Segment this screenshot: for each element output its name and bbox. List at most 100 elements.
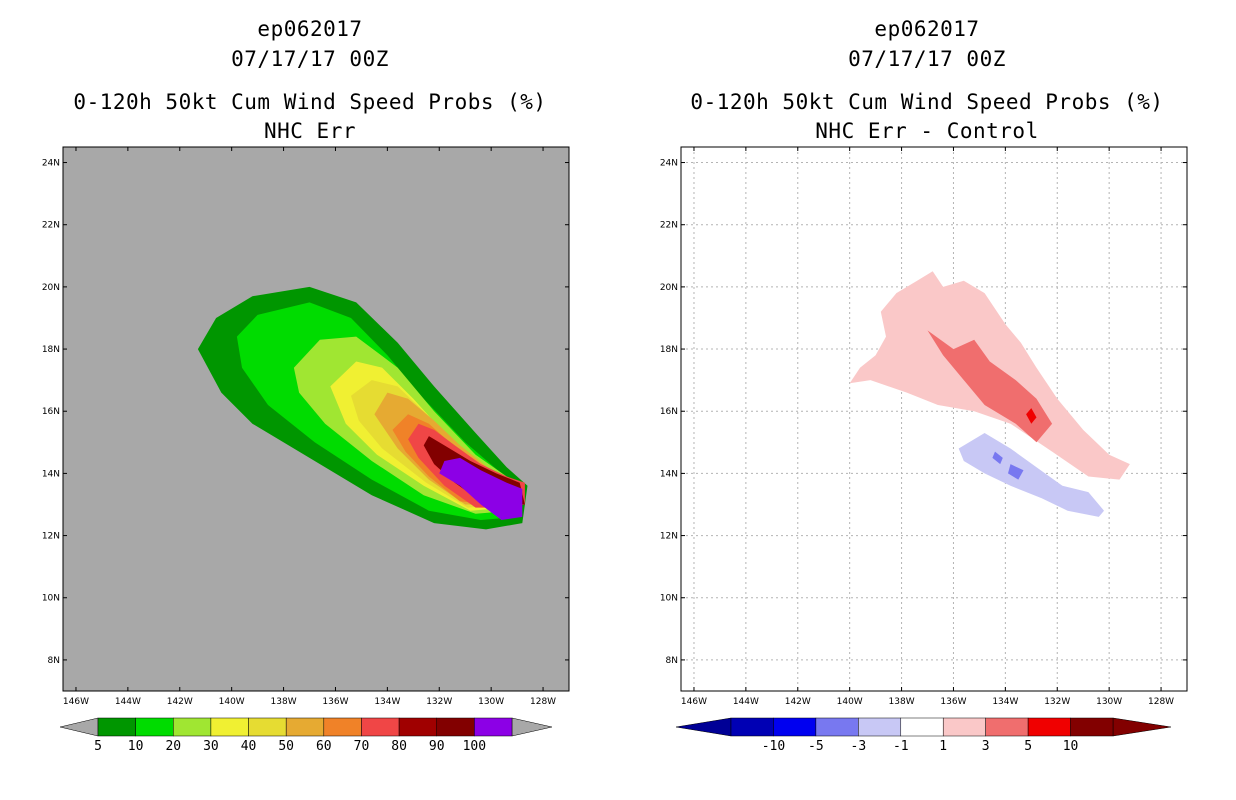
colorbar-label: 70 [354,739,370,754]
colorbar-label: 1 [939,739,947,754]
x-tick-label: 140W [837,697,863,707]
colorbar-swatch [858,717,902,737]
colorbar-swatch [1070,717,1114,737]
contour-5-10 [1026,408,1037,424]
x-tick-label: 138W [889,697,915,707]
colorbar-label: 5 [94,739,102,754]
colorbar-label: 10 [128,739,144,754]
x-tick-label: 132W [426,697,452,707]
x-tick-label: 134W [374,697,400,707]
left-title-datetime: 07/17/17 00Z [231,47,389,71]
colorbar-swatch [730,717,774,737]
colorbar-label: 100 [463,739,486,754]
colorbar-swatch [285,717,325,737]
left-colorbar: 5 10 20 30 40 50 60 70 80 90 100 [59,717,553,754]
colorbar-swatch [398,717,437,737]
colorbar-swatch [773,717,817,737]
left-title-product: 0-120h 50kt Cum Wind Speed Probs (%) [73,90,547,114]
colorbar-swatch [361,717,400,737]
x-tick-label: 132W [1044,697,1070,707]
plot-frame [680,146,1188,692]
y-tick-label: 22N [42,221,60,231]
colorbar-label: 5 [1024,739,1032,754]
x-tick-label: 128W [530,697,556,707]
plot-frame [62,146,570,692]
right-title-subtitle: NHC Err - Control [815,119,1039,143]
contour--5--3 [992,451,1003,465]
colorbar-label: 40 [241,739,257,754]
colorbar-label: 90 [429,739,445,754]
colorbar-above-arrow [511,717,553,737]
y-tick-label: 10N [42,594,60,604]
left-title-storm: ep062017 [257,17,363,41]
x-tick-label: 144W [115,697,141,707]
colorbar-label: -3 [851,739,867,754]
right-colorbar: -10 -5 -3 -1 1 3 5 10 [675,717,1172,754]
contour-90-100 [439,457,523,520]
y-tick-label: 12N [660,532,678,542]
y-tick-label: 18N [660,345,678,355]
x-tick-label: 138W [271,697,297,707]
right-title-storm: ep062017 [874,17,980,41]
colorbar-label: -10 [762,739,785,754]
colorbar-swatch [248,717,287,737]
y-tick-label: 18N [42,345,60,355]
right-title-datetime: 07/17/17 00Z [848,47,1006,71]
colorbar-swatch [323,717,362,737]
colorbar-swatch [900,717,944,737]
y-tick-label: 14N [42,469,60,479]
y-tick-label: 8N [48,656,60,666]
left-title-subtitle: NHC Err [263,119,356,143]
colorbar-label: -1 [893,739,909,754]
y-tick-label: 10N [660,594,678,604]
colorbar-label: 3 [982,739,990,754]
y-tick-label: 12N [42,532,60,542]
x-tick-label: 128W [1148,697,1174,707]
left-chart-panel: 146W 144W 142W 140W 138W 136W 134W 132W 130W 128W… [42,146,570,707]
contour-3-5 [927,330,1053,443]
colorbar-label: 10 [1063,739,1079,754]
x-tick-label: 146W [681,697,707,707]
colorbar-label: 20 [165,739,181,754]
colorbar-swatch [135,717,174,737]
y-tick-label: 16N [42,407,60,417]
y-tick-label: 8N [666,656,678,666]
right-title-product: 0-120h 50kt Cum Wind Speed Probs (%) [690,90,1164,114]
colorbar-swatch [173,717,212,737]
y-tick-label: 20N [660,283,678,293]
y-tick-label: 20N [42,283,60,293]
colorbar-swatch [97,717,136,737]
x-tick-label: 136W [940,697,966,707]
x-tick-label: 142W [785,697,811,707]
colorbar-label: 60 [316,739,332,754]
x-tick-label: 146W [63,697,89,707]
colorbar-swatch [436,717,475,737]
colorbar-above-arrow [1112,717,1172,737]
y-tick-label: 24N [42,159,60,169]
colorbar-label: 50 [278,739,294,754]
colorbar-swatch [942,717,986,737]
colorbar-below-arrow [59,717,99,737]
x-tick-label: 130W [478,697,504,707]
x-tick-label: 136W [322,697,348,707]
x-tick-label: 142W [167,697,193,707]
colorbar-below-arrow [675,717,732,737]
right-chart-panel: 146W 144W 142W 140W 138W 136W 134W 132W 130W 128W… [660,146,1188,707]
colorbar-label: 30 [203,739,219,754]
colorbar-swatch [210,717,249,737]
colorbar-swatch [1027,717,1071,737]
x-tick-label: 144W [733,697,759,707]
contour--5--3b [1008,464,1024,480]
colorbar-label: -5 [808,739,824,754]
y-tick-label: 14N [660,469,678,479]
y-tick-label: 16N [660,407,678,417]
x-tick-label: 134W [992,697,1018,707]
colorbar-swatch [815,717,859,737]
y-tick-label: 22N [660,221,678,231]
colorbar-swatch [474,717,513,737]
x-tick-label: 130W [1096,697,1122,707]
plot-background [681,147,1187,691]
y-tick-label: 24N [660,159,678,169]
colorbar-swatch [985,717,1029,737]
